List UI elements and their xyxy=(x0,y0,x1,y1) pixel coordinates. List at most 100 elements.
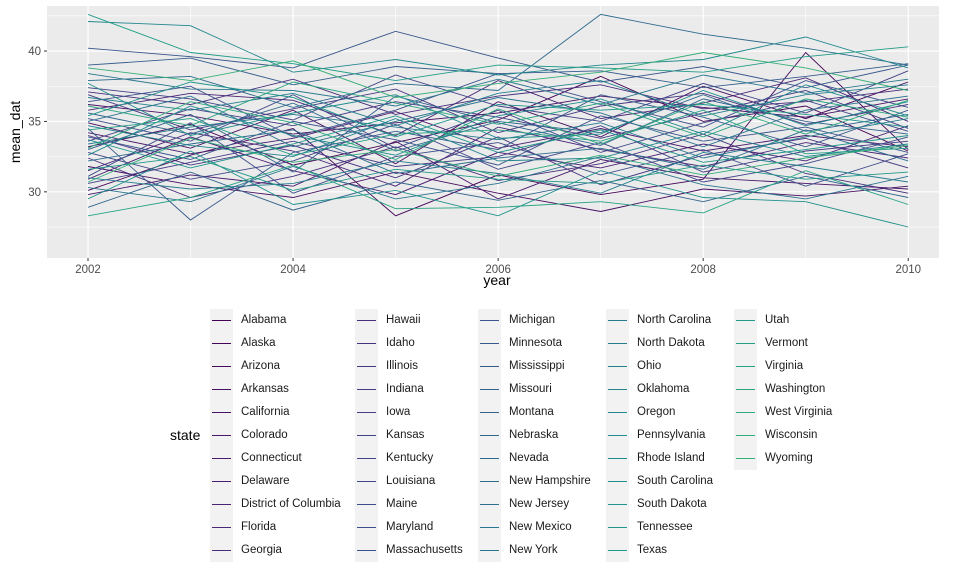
legend-label: Massachusetts xyxy=(386,544,463,556)
legend-swatch xyxy=(736,320,755,321)
legend-label: Maryland xyxy=(386,521,434,533)
y-tick-label: 40 xyxy=(28,46,41,58)
series-line-utah xyxy=(87,13,909,82)
legend-swatch xyxy=(608,527,627,528)
legend-key xyxy=(606,355,629,378)
legend-label: Alabama xyxy=(241,314,287,326)
legend-swatch xyxy=(357,527,376,528)
legend-swatch xyxy=(608,412,627,413)
legend-key xyxy=(606,424,629,447)
legend-key xyxy=(355,332,378,355)
legend-swatch xyxy=(480,412,499,413)
legend-swatch xyxy=(212,389,231,390)
series-line-texas xyxy=(87,156,909,191)
legend-item: Utah xyxy=(694,309,819,332)
series-line-oklahoma xyxy=(87,118,909,162)
legend-key xyxy=(210,309,233,332)
legend-item: Michigan xyxy=(438,309,563,332)
x-axis-title: year xyxy=(483,272,511,288)
legend-key xyxy=(478,493,501,516)
legend-key xyxy=(478,309,501,332)
legend-swatch xyxy=(480,504,499,505)
legend-label: California xyxy=(241,406,290,418)
legend: state Alabama Alaska Arizona Arkansas Califo… xyxy=(170,309,870,564)
series-line-ohio xyxy=(87,80,909,127)
legend-swatch xyxy=(608,320,627,321)
legend-label: Illinois xyxy=(386,360,418,372)
legend-label: Florida xyxy=(241,521,277,533)
legend-item: Mississippi xyxy=(438,355,565,378)
legend-item: Maine xyxy=(315,493,440,516)
legend-key xyxy=(210,493,233,516)
legend-item: Massachusetts xyxy=(315,539,463,562)
legend-item: Montana xyxy=(438,401,563,424)
legend-item: Tennessee xyxy=(566,516,693,539)
legend-item: Ohio xyxy=(566,355,691,378)
legend-label: Arkansas xyxy=(241,383,289,395)
legend-label: New Hampshire xyxy=(509,475,591,487)
legend-item: Arkansas xyxy=(170,378,295,401)
series-line-florida xyxy=(87,126,909,187)
series-lines xyxy=(87,13,909,228)
series-line-oregon xyxy=(87,21,909,76)
legend-key xyxy=(478,447,501,470)
legend-key xyxy=(606,470,629,493)
y-tick-label: 35 xyxy=(28,116,41,128)
legend-label: Nebraska xyxy=(509,429,559,441)
legend-label: North Dakota xyxy=(637,337,705,349)
legend-label: Wyoming xyxy=(765,452,813,464)
legend-swatch xyxy=(736,389,755,390)
legend-key xyxy=(355,424,378,447)
legend-label: Hawaii xyxy=(386,314,421,326)
legend-key xyxy=(478,355,501,378)
legend-swatch xyxy=(608,435,627,436)
legend-label: Colorado xyxy=(241,429,288,441)
legend-item: Texas xyxy=(566,539,691,562)
legend-item: Alaska xyxy=(170,332,295,355)
legend-swatch xyxy=(480,527,499,528)
legend-key xyxy=(210,470,233,493)
legend-item: Maryland xyxy=(315,516,440,539)
legend-label: New York xyxy=(509,544,558,556)
legend-key xyxy=(478,516,501,539)
legend-swatch xyxy=(608,458,627,459)
legend-label: Maine xyxy=(386,498,418,510)
legend-item: Missouri xyxy=(438,378,563,401)
legend-swatch xyxy=(480,458,499,459)
legend-label: Alaska xyxy=(241,337,276,349)
legend-swatch xyxy=(736,366,755,367)
series-line-new-jersey xyxy=(87,95,909,148)
series-line-kentucky xyxy=(87,123,909,183)
series-line-colorado xyxy=(87,140,909,200)
legend-item: Iowa xyxy=(315,401,440,424)
legend-swatch xyxy=(212,366,231,367)
legend-key xyxy=(210,516,233,539)
legend-label: Montana xyxy=(509,406,554,418)
plot-panel xyxy=(47,6,939,258)
legend-swatch xyxy=(608,481,627,482)
legend-swatch xyxy=(736,412,755,413)
series-line-virginia xyxy=(87,164,909,217)
legend-item: Minnesota xyxy=(438,332,563,355)
legend-label: Vermont xyxy=(765,337,808,349)
legend-label: South Dakota xyxy=(637,498,707,510)
legend-title: state xyxy=(170,427,201,443)
legend-label: Indiana xyxy=(386,383,424,395)
legend-label: Rhode Island xyxy=(637,452,705,464)
series-line-georgia xyxy=(87,78,909,115)
legend-swatch xyxy=(480,320,499,321)
legend-swatch xyxy=(357,320,376,321)
legend-label: New Jersey xyxy=(509,498,570,510)
legend-label: Georgia xyxy=(241,544,282,556)
legend-item: Colorado xyxy=(170,424,295,447)
legend-label: Ohio xyxy=(637,360,662,372)
legend-item: Arizona xyxy=(170,355,295,378)
legend-label: Nevada xyxy=(509,452,549,464)
legend-key xyxy=(210,378,233,401)
legend-key xyxy=(210,332,233,355)
series-line-south-carolina xyxy=(87,150,909,228)
legend-item: District of Columbia xyxy=(170,493,341,516)
legend-label: Wisconsin xyxy=(765,429,818,441)
legend-item: North Dakota xyxy=(566,332,705,355)
legend-item: Wisconsin xyxy=(694,424,819,447)
